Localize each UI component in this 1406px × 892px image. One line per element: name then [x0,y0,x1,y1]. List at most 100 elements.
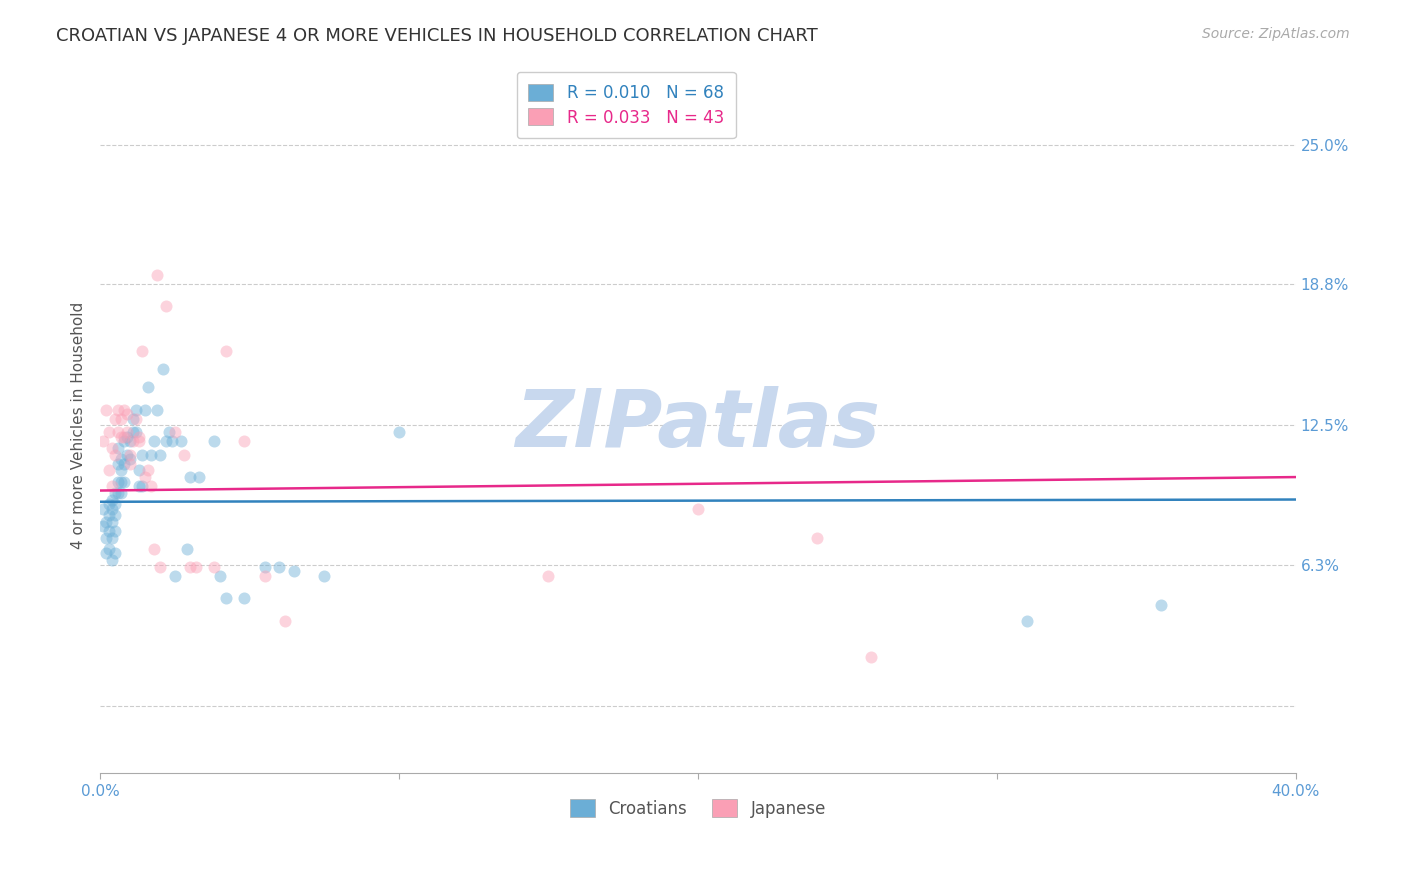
Point [98,497,121,511]
Point [134,402,156,417]
Legend: Croatians, Japanese: Croatians, Japanese [564,793,832,824]
Point [686,501,709,516]
Point [101,501,124,516]
Point [112,457,135,471]
Point [115,448,138,462]
Point [232,434,254,449]
Point [232,591,254,606]
Point [179,560,201,574]
Point [104,411,127,425]
Point [155,300,177,314]
Point [136,463,159,477]
Point [101,531,124,545]
Point [104,508,127,523]
Point [112,475,135,489]
Point [118,448,141,462]
Point [187,470,209,484]
Point [104,448,127,462]
Point [101,515,124,529]
Point [118,452,141,467]
Point [136,380,159,394]
Point [104,524,127,538]
Point [146,402,169,417]
Point [94,515,117,529]
Point [170,434,193,449]
Point [107,485,129,500]
Point [139,479,162,493]
Point [860,649,883,664]
Point [128,479,150,493]
Point [131,344,153,359]
Point [253,569,276,583]
Point [115,425,138,439]
Point [110,411,132,425]
Point [112,434,135,449]
Point [107,402,129,417]
Text: CROATIAN VS JAPANESE 4 OR MORE VEHICLES IN HOUSEHOLD CORRELATION CHART: CROATIAN VS JAPANESE 4 OR MORE VEHICLES … [56,27,818,45]
Point [98,463,121,477]
Point [107,425,129,439]
Point [101,479,124,493]
Point [122,434,145,449]
Point [107,457,129,471]
Point [98,425,121,439]
Point [91,501,114,516]
Point [91,434,114,449]
Point [149,448,172,462]
Point [283,565,305,579]
Point [155,434,177,449]
Point [112,430,135,444]
Point [94,402,117,417]
Point [101,441,124,455]
Point [122,411,145,425]
Point [115,430,138,444]
Point [142,434,165,449]
Point [110,485,132,500]
Point [142,541,165,556]
Point [118,434,141,449]
Point [1015,614,1038,628]
Point [112,402,135,417]
Point [179,470,201,484]
Point [110,475,132,489]
Point [104,546,127,560]
Point [214,344,236,359]
Point [163,569,186,583]
Point [107,441,129,455]
Point [91,519,114,533]
Point [157,425,180,439]
Point [173,448,195,462]
Point [269,560,291,574]
Point [110,452,132,467]
Point [163,425,186,439]
Point [202,560,225,574]
Point [115,407,138,421]
Point [152,362,174,376]
Text: ZIPatlas: ZIPatlas [516,386,880,465]
Point [98,541,121,556]
Point [101,492,124,507]
Point [202,434,225,449]
Point [128,463,150,477]
Point [131,479,153,493]
Point [110,430,132,444]
Point [806,531,828,545]
Point [131,448,153,462]
Point [98,508,121,523]
Point [149,560,172,574]
Point [94,531,117,545]
Y-axis label: 4 or more Vehicles in Household: 4 or more Vehicles in Household [72,301,86,549]
Point [125,425,148,439]
Point [208,569,231,583]
Point [314,569,336,583]
Point [104,485,127,500]
Point [110,463,132,477]
Point [184,560,207,574]
Point [134,470,156,484]
Point [107,475,129,489]
Point [125,402,148,417]
Point [537,569,560,583]
Point [274,614,297,628]
Point [214,591,236,606]
Point [1150,598,1173,612]
